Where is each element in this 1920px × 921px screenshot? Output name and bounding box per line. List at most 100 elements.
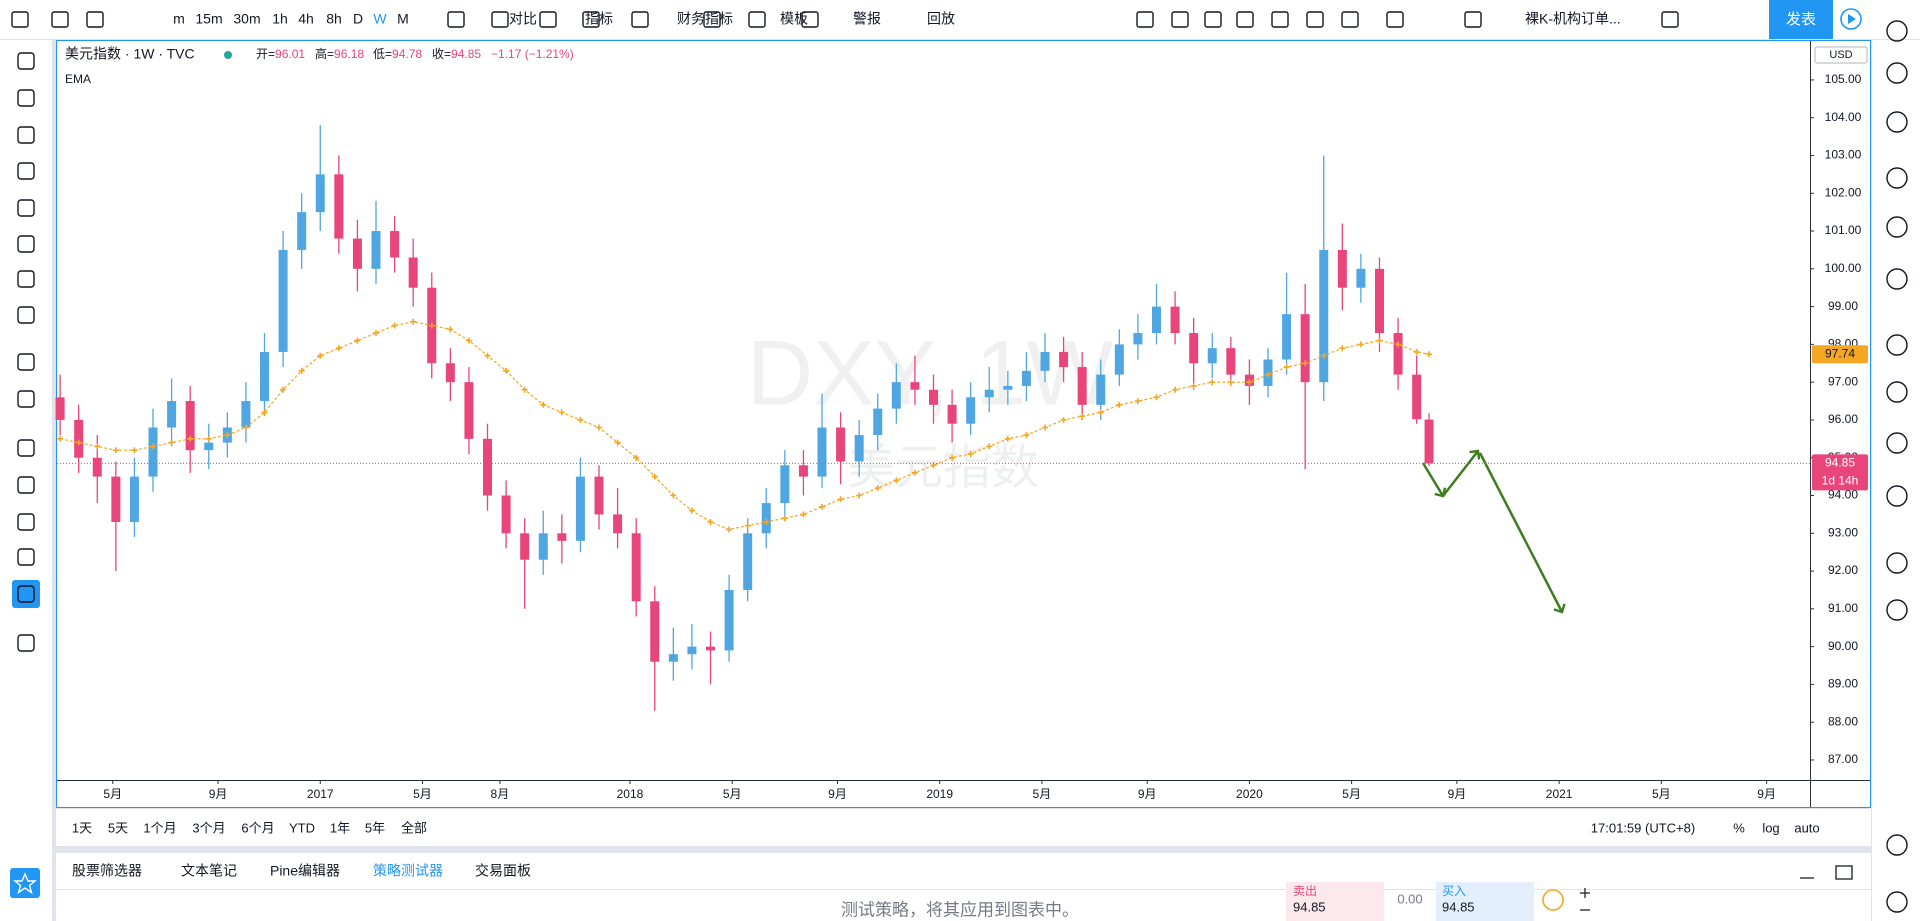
interval-button[interactable]: W: [373, 11, 387, 27]
candle-body: [780, 465, 790, 504]
currency-box: [1814, 46, 1868, 64]
candle-body: [352, 238, 362, 269]
info-icon[interactable]: [1542, 889, 1564, 911]
candle-body: [1114, 344, 1124, 375]
sidebar-icon: [1886, 381, 1908, 403]
bottom-tab[interactable]: 交易面板: [475, 863, 531, 879]
candle-body: [278, 249, 288, 352]
toolbar-icon: [631, 11, 649, 28]
interval-button[interactable]: m: [173, 11, 185, 27]
x-tick-label: 5月: [1033, 787, 1052, 801]
candle-body: [501, 495, 511, 534]
publish-button[interactable]: [1769, 0, 1833, 39]
sidebar-icon: [1886, 432, 1908, 454]
candle-body: [761, 503, 771, 534]
toolbar-icon: [1204, 11, 1222, 28]
drawing-arrow[interactable]: [1442, 449, 1481, 497]
bottom-tab[interactable]: 策略测试器: [373, 863, 443, 879]
range-button[interactable]: 全部: [401, 820, 427, 835]
range-button[interactable]: 1个月: [143, 820, 176, 835]
buy-price: 94.85: [1442, 899, 1475, 914]
toolbar-icon: [1171, 11, 1189, 28]
tool-icon: [17, 235, 35, 253]
top-toolbar: [0, 0, 1920, 39]
candle-body: [167, 401, 177, 428]
candle-body: [74, 419, 84, 458]
ohlc-legend: 开=96.01: [256, 47, 305, 61]
x-tick-label: 2021: [1546, 787, 1573, 801]
tool-icon: [17, 162, 35, 180]
tool-icon: [17, 353, 35, 371]
candle-body: [1300, 314, 1310, 383]
interval-button[interactable]: M: [397, 11, 409, 27]
drawing-arrow[interactable]: [1478, 452, 1566, 614]
x-tick-label: 2018: [617, 787, 644, 801]
candle-body: [724, 589, 734, 651]
status-dot: [224, 51, 232, 59]
toolbar-icon: [1306, 11, 1324, 28]
candle-body: [817, 427, 827, 477]
candle-body: [445, 363, 455, 383]
toolbar-icon: [1136, 11, 1154, 28]
ohlc-label: 低=: [373, 47, 392, 61]
scale-button[interactable]: %: [1733, 820, 1745, 835]
panel-controls[interactable]: [1800, 865, 1853, 880]
interval-button[interactable]: 8h: [326, 11, 342, 27]
candle-body: [891, 382, 901, 409]
tool-icon: [17, 270, 35, 288]
range-button[interactable]: 1年: [330, 820, 350, 835]
candle-body: [613, 514, 623, 534]
bottom-tab[interactable]: Pine编辑器: [270, 863, 340, 879]
candle-body: [929, 389, 938, 405]
candle-body: [538, 533, 548, 560]
candle-body: [910, 382, 920, 390]
tool-icon: [17, 89, 35, 107]
range-button[interactable]: 3个月: [192, 820, 225, 835]
y-tick-label: 94.00: [1828, 488, 1858, 502]
range-button[interactable]: YTD: [289, 820, 315, 835]
x-tick-label: 9月: [1448, 787, 1467, 801]
bottom-tab[interactable]: 股票筛选器: [72, 863, 142, 879]
interval-button[interactable]: 4h: [298, 11, 314, 27]
range-button[interactable]: 5天: [108, 820, 128, 835]
range-button[interactable]: 1天: [72, 820, 92, 835]
candle-body: [92, 457, 102, 477]
interval-button[interactable]: 30m: [233, 11, 260, 27]
ohlc-value: 94.78: [392, 47, 422, 61]
x-tick-label: 2020: [1236, 787, 1263, 801]
buy-box[interactable]: [1436, 882, 1534, 921]
candle-body: [854, 435, 864, 462]
candle-body: [1077, 367, 1087, 405]
ohlc-legend: 高=96.18: [315, 46, 364, 61]
toolbar-icon: [1464, 11, 1482, 28]
sidebar-icon: [1886, 485, 1908, 507]
sidebar-icon: [1886, 334, 1908, 356]
watchlist-button[interactable]: [10, 868, 40, 898]
quantity-icons[interactable]: [1580, 888, 1590, 911]
buy-label: 买入: [1442, 884, 1466, 898]
scale-button[interactable]: log: [1762, 820, 1779, 835]
interval-button[interactable]: D: [353, 11, 363, 27]
bottom-tab[interactable]: 文本笔记: [181, 863, 237, 879]
symbol-title: 美元指数 · 1W · TVC: [65, 46, 195, 62]
ema-price-label: 97.74: [1825, 346, 1855, 360]
range-button[interactable]: 5年: [365, 820, 385, 835]
y-tick-label: 104.00: [1825, 110, 1862, 124]
ohlc-legend: 低=94.78: [373, 47, 422, 61]
toolbar-icon: [582, 11, 600, 28]
sell-box[interactable]: [1286, 882, 1384, 921]
interval-button[interactable]: 15m: [195, 11, 222, 27]
toolbar-button: 回放: [927, 11, 955, 27]
spread: 0.00: [1397, 891, 1422, 906]
ohlc-legend: 收=94.85: [432, 47, 481, 61]
scale-button[interactable]: auto: [1794, 820, 1819, 835]
candle-body: [334, 174, 344, 239]
play-icon[interactable]: [1840, 8, 1862, 30]
tool-icon: [17, 439, 35, 457]
interval-button[interactable]: 1h: [272, 11, 288, 27]
range-button[interactable]: 6个月: [241, 820, 274, 835]
candle-body: [984, 389, 994, 398]
tool-icon: [17, 634, 35, 652]
y-tick-label: 87.00: [1828, 752, 1858, 766]
toolbar-icon: [1341, 11, 1359, 28]
